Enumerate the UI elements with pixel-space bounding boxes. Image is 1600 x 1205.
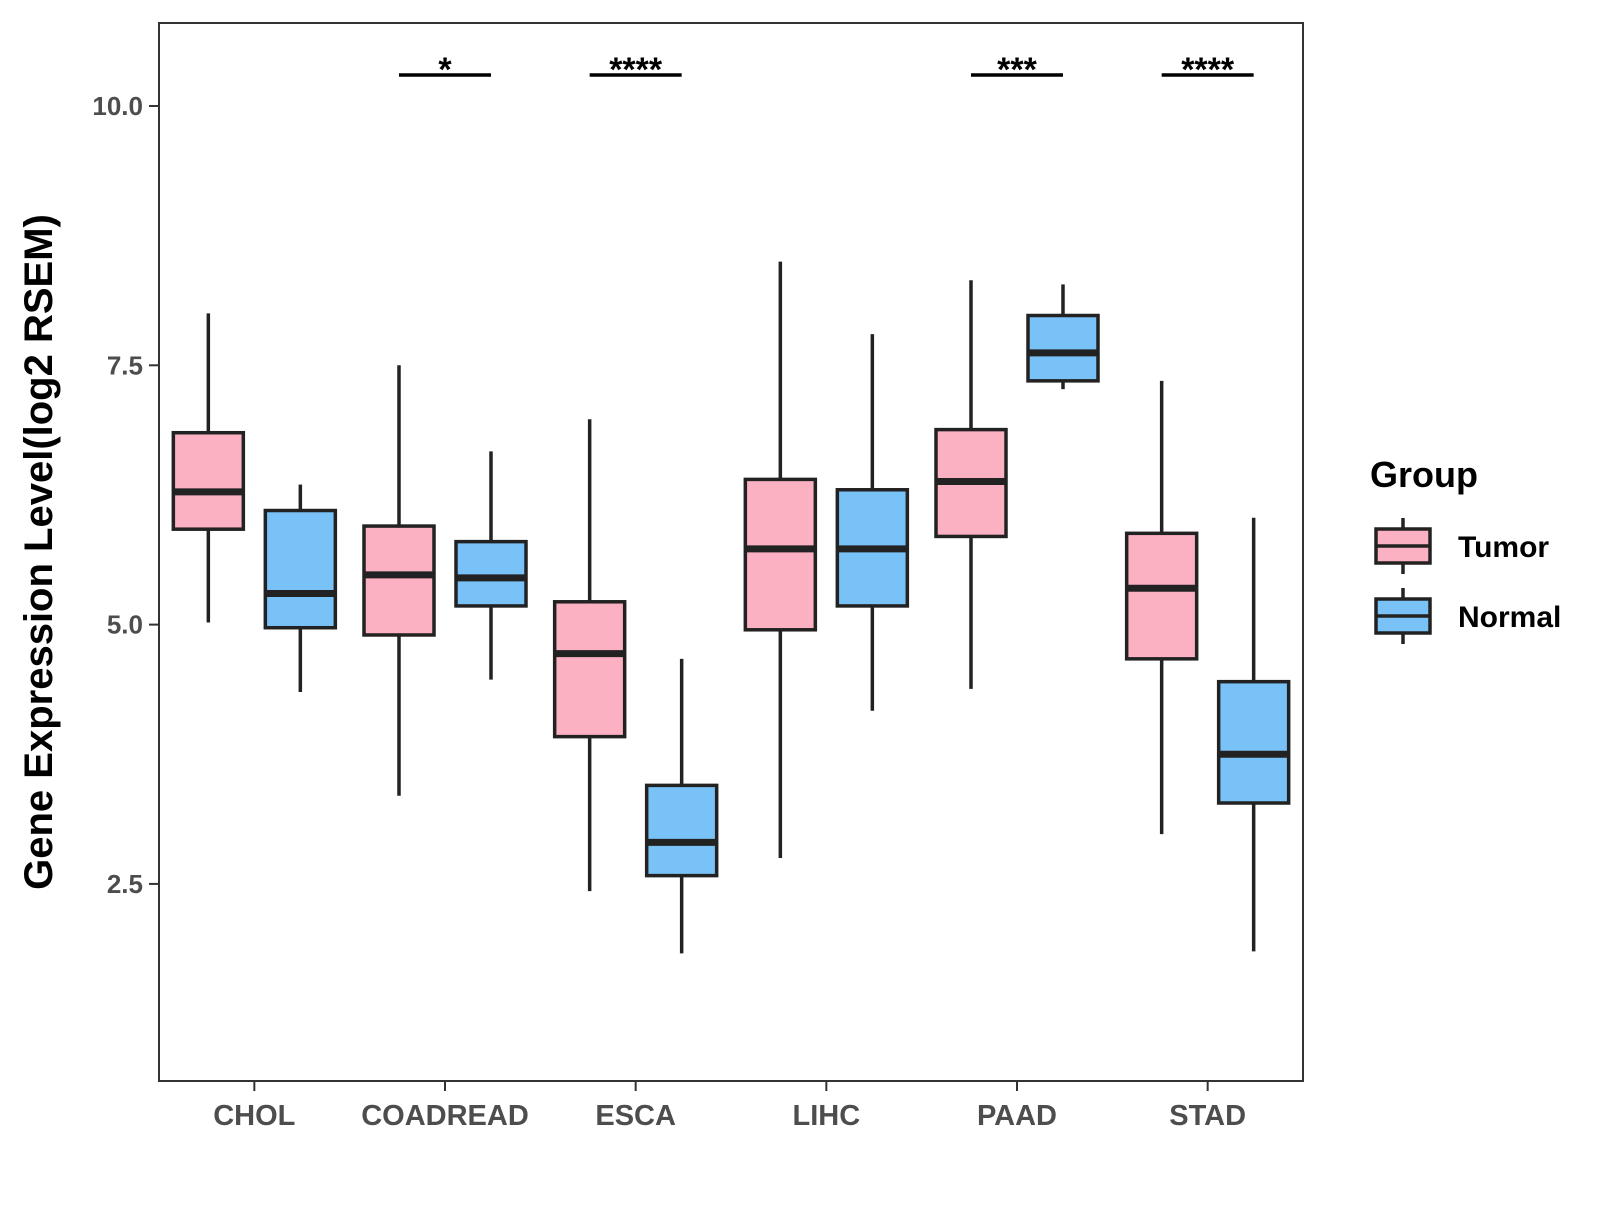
- box-tumor: [362, 524, 436, 637]
- plot-panel-border: [158, 22, 1304, 1082]
- significance-label: ***: [997, 51, 1037, 89]
- x-tick-label: LIHC: [792, 1100, 860, 1132]
- box-tumor: [743, 477, 818, 632]
- legend: Group Tumor Normal: [1370, 454, 1561, 644]
- x-tick-label: ESCA: [595, 1100, 676, 1132]
- significance-label: ****: [609, 51, 663, 89]
- box-tumor: [552, 600, 627, 739]
- y-tick-label: 5.0: [107, 610, 143, 640]
- legend-title: Group: [1370, 454, 1478, 495]
- significance-label: *: [438, 51, 452, 89]
- x-tick-label: PAAD: [977, 1100, 1057, 1132]
- legend-label-normal: Normal: [1458, 601, 1561, 634]
- box-normal: [454, 539, 528, 608]
- plot-background: [159, 23, 1303, 1081]
- x-tick-label: CHOL: [213, 1100, 295, 1132]
- boxes-layer: [171, 261, 1291, 954]
- y-tick-label: 10.0: [92, 91, 143, 121]
- x-tick-label: COADREAD: [361, 1100, 529, 1132]
- y-tick-label: 2.5: [107, 869, 143, 899]
- box-tumor: [171, 430, 246, 531]
- axes-layer: 2.5 5.0 7.5 10.0 CHOL COADREAD ESCA LIHC PAAD STA…: [92, 91, 1246, 1132]
- significance-label: ****: [1181, 51, 1235, 89]
- box-normal: [1026, 313, 1100, 383]
- box-tumor: [1124, 531, 1199, 661]
- legend-label-tumor: Tumor: [1458, 531, 1549, 564]
- y-tick-label: 7.5: [107, 350, 143, 380]
- significance-layer: * **** *** ****: [399, 51, 1254, 89]
- box-normal: [263, 508, 338, 630]
- y-axis-label: Gene Expression Level(log2 RSEM): [17, 214, 61, 890]
- box-normal: [644, 783, 719, 878]
- x-tick-label: STAD: [1169, 1100, 1246, 1132]
- box-normal: [1216, 679, 1291, 805]
